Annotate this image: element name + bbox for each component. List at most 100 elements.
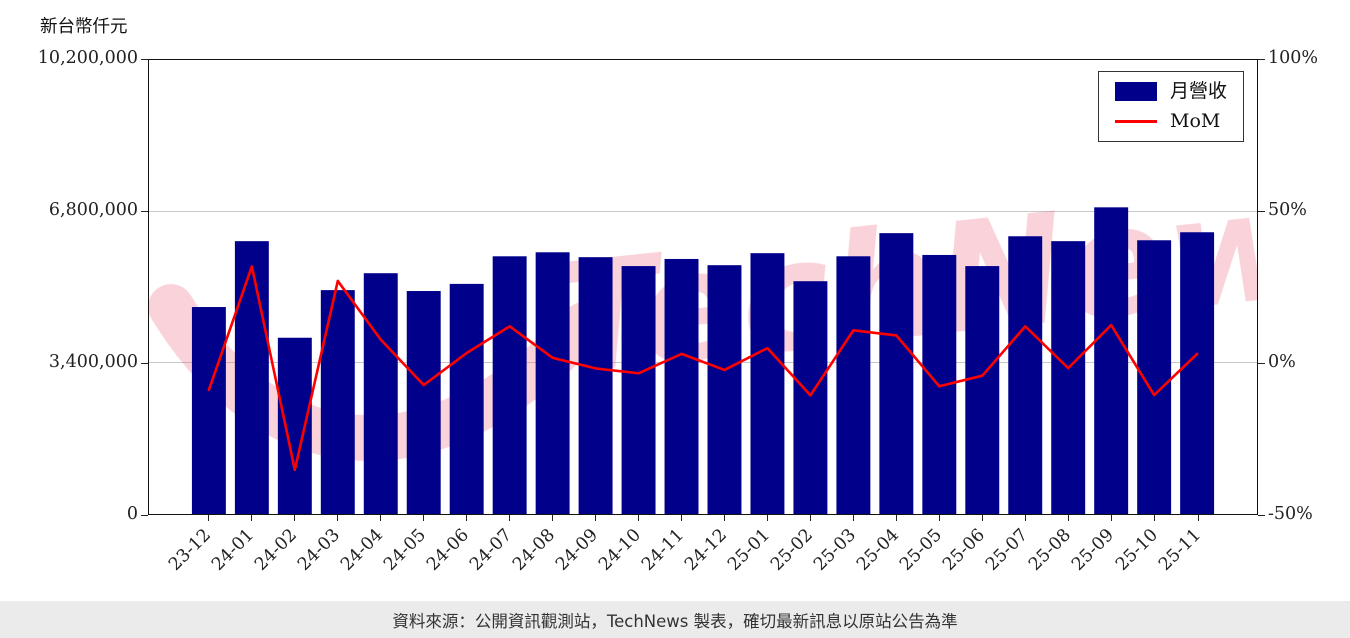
x-axis-tick-label: 25-02 <box>767 525 818 575</box>
left-axis-tick-mark <box>141 362 148 364</box>
legend: 月營收 MoM <box>1097 71 1244 142</box>
x-axis-tick-mark <box>1068 515 1070 521</box>
plot-area: TechNews 月營收 MoM <box>148 59 1258 515</box>
chart-canvas: TechNews <box>149 145 1257 514</box>
x-axis-tick-label: 25-07 <box>982 525 1033 575</box>
left-axis-tick-label: 0 <box>126 503 138 524</box>
x-axis-tick-mark <box>465 515 467 521</box>
right-axis-tick-label: 50% <box>1268 199 1307 220</box>
legend-row-revenue: 月營收 <box>1114 80 1227 102</box>
right-axis-tick-mark <box>1258 210 1265 212</box>
x-axis-tick-label: 24-08 <box>509 525 559 575</box>
legend-revenue-label: 月營收 <box>1169 80 1227 102</box>
bar-24-10 <box>621 266 656 514</box>
legend-row-mom: MoM <box>1114 110 1227 132</box>
bar-24-08 <box>535 252 570 514</box>
x-axis-tick-label: 24-06 <box>422 525 473 575</box>
left-axis-tick-mark <box>141 514 148 516</box>
bar-23-12 <box>191 307 226 514</box>
x-axis-tick-label: 24-01 <box>207 525 258 575</box>
bar-24-12 <box>707 265 742 514</box>
bar-24-01 <box>234 241 269 514</box>
bar-24-04 <box>363 273 398 514</box>
x-axis-tick-mark <box>207 515 209 521</box>
x-axis-tick-mark <box>637 515 639 521</box>
left-axis-tick-mark <box>141 58 148 60</box>
x-axis-tick-label: 24-11 <box>638 525 689 575</box>
x-axis-tick-label: 24-03 <box>293 525 344 575</box>
bar-25-06 <box>965 266 1000 514</box>
x-axis-tick-mark <box>939 515 941 521</box>
left-axis-tick-label: 6,800,000 <box>48 199 138 220</box>
bar-25-09 <box>1094 207 1129 514</box>
right-axis-tick-label: 0% <box>1268 351 1296 372</box>
x-axis-tick-mark <box>594 515 596 521</box>
source-note-text: 資料來源：公開資訊觀測站，TechNews 製表，確切最新訊息以原站公告為準 <box>392 611 958 631</box>
bar-24-09 <box>578 257 613 514</box>
bar-24-06 <box>449 283 484 514</box>
bar-24-05 <box>406 291 441 514</box>
x-axis-tick-mark <box>767 515 769 521</box>
x-axis-tick-mark <box>853 515 855 521</box>
bar-series <box>191 207 1215 514</box>
x-axis-tick-mark <box>896 515 898 521</box>
x-axis-tick-mark <box>551 515 553 521</box>
x-axis-tick-mark <box>1111 515 1113 521</box>
left-axis-unit-label: 新台幣仟元 <box>40 17 128 37</box>
x-axis-tick-mark <box>379 515 381 521</box>
bar-24-03 <box>320 290 355 514</box>
x-axis-tick-label: 25-06 <box>939 525 990 575</box>
x-axis-tick-label: 24-10 <box>595 525 645 575</box>
left-axis-tick-label: 10,200,000 <box>37 47 138 68</box>
x-axis-tick-label: 25-08 <box>1025 525 1076 575</box>
left-axis-tick-mark <box>141 210 148 212</box>
revenue-bar-swatch <box>1114 82 1157 101</box>
bar-25-02 <box>793 281 828 514</box>
bar-24-07 <box>492 256 527 514</box>
x-axis-tick-label: 24-07 <box>466 525 516 575</box>
x-axis-tick-label: 24-09 <box>552 525 602 575</box>
x-axis-tick-label: 25-11 <box>1154 525 1205 575</box>
right-axis-tick-mark <box>1258 514 1265 516</box>
x-axis-tick-mark <box>336 515 338 521</box>
right-axis-tick-label: -50% <box>1268 503 1313 524</box>
source-note-bar: 資料來源：公開資訊觀測站，TechNews 製表，確切最新訊息以原站公告為準 <box>0 601 1350 638</box>
x-axis-tick-mark <box>1154 515 1156 521</box>
mom-line-swatch <box>1114 120 1157 123</box>
x-axis-tick-label: 23-12 <box>164 525 215 575</box>
x-axis-tick-label: 25-03 <box>810 525 861 575</box>
x-axis-tick-label: 25-05 <box>896 525 947 575</box>
x-axis-tick-label: 25-04 <box>853 525 904 575</box>
x-axis-tick-label: 25-01 <box>724 525 775 575</box>
legend-mom-label: MoM <box>1169 110 1221 132</box>
x-axis-tick-mark <box>250 515 252 521</box>
left-axis-tick-label: 3,400,000 <box>48 351 138 372</box>
bar-24-11 <box>664 258 699 514</box>
bar-25-01 <box>750 253 785 514</box>
x-axis-tick-mark <box>1025 515 1027 521</box>
x-axis-tick-mark <box>422 515 424 521</box>
bar-25-11 <box>1180 232 1215 514</box>
bar-25-07 <box>1008 236 1043 514</box>
right-axis-tick-mark <box>1258 362 1265 364</box>
x-axis-tick-label: 24-04 <box>336 525 387 575</box>
x-axis-tick-mark <box>508 515 510 521</box>
bar-25-04 <box>879 233 914 514</box>
bar-25-03 <box>836 256 871 514</box>
right-axis-tick-mark <box>1258 58 1265 60</box>
x-axis-tick-mark <box>982 515 984 521</box>
bar-25-08 <box>1051 241 1086 514</box>
x-axis-tick-mark <box>293 515 295 521</box>
x-axis-tick-mark <box>724 515 726 521</box>
x-axis-tick-label: 24-05 <box>379 525 430 575</box>
x-axis-tick-label: 25-09 <box>1068 525 1119 575</box>
x-axis-tick-mark <box>810 515 812 521</box>
x-axis-tick-mark <box>680 515 682 521</box>
bar-24-02 <box>277 337 312 514</box>
x-axis-tick-label: 25-10 <box>1111 525 1162 575</box>
x-axis-tick-label: 24-02 <box>250 525 301 575</box>
right-axis-tick-label: 100% <box>1268 47 1319 68</box>
mom-line <box>207 265 1199 472</box>
x-axis-tick-mark <box>1197 515 1199 521</box>
x-axis-tick-label: 24-12 <box>681 525 732 575</box>
